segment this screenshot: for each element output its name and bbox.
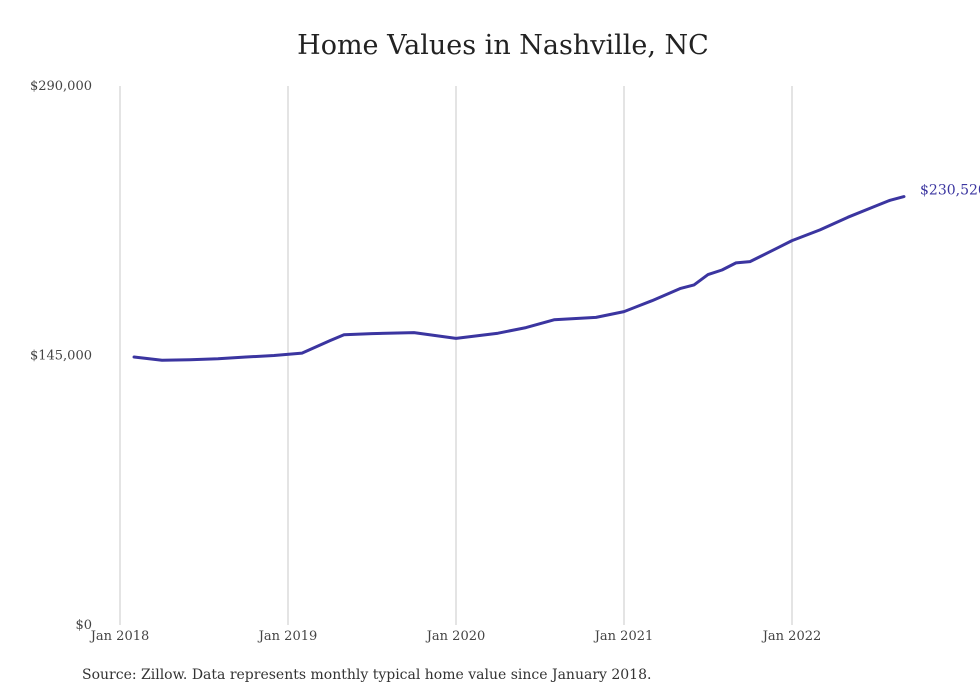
data-point [133, 355, 136, 358]
y-tick-label: $145,000 [30, 349, 92, 364]
x-axis: Jan 2018 Jan 2019 Jan 2020 Jan 2021 Jan 2022 [89, 629, 822, 644]
data-point [819, 228, 822, 231]
data-point [273, 354, 276, 357]
chart-title: Home Values in Nashville, NC [297, 30, 709, 61]
data-point [301, 352, 304, 355]
series-group: $230,520 [132, 183, 980, 362]
data-point [595, 316, 598, 319]
y-tick-label: $290,000 [30, 79, 92, 94]
y-tick-label: $0 [75, 618, 92, 633]
data-point [525, 326, 528, 329]
data-point [497, 332, 500, 335]
data-point [903, 195, 906, 198]
end-value-label: $230,520 [920, 183, 980, 199]
data-point [343, 333, 346, 336]
data-point [791, 239, 794, 242]
data-point [847, 216, 850, 219]
x-tick-label: Jan 2019 [257, 629, 318, 644]
data-point [735, 261, 738, 264]
data-point [329, 339, 332, 342]
data-point [651, 299, 654, 302]
y-axis: $0 $145,000 $290,000 [30, 79, 92, 633]
data-point [189, 358, 192, 361]
data-point [553, 318, 556, 321]
data-point [721, 269, 724, 272]
data-point [371, 332, 374, 335]
grid-lines [119, 86, 793, 625]
series-line [132, 195, 906, 362]
data-point [161, 359, 164, 362]
x-tick-label: Jan 2022 [761, 629, 822, 644]
data-point [217, 357, 220, 360]
data-point [693, 283, 696, 286]
x-tick-label: Jan 2020 [425, 629, 486, 644]
data-point [679, 287, 682, 290]
data-point [749, 260, 752, 263]
data-point [875, 204, 878, 207]
data-point [455, 337, 458, 340]
x-tick-label: Jan 2018 [89, 629, 150, 644]
source-note: Source: Zillow. Data represents monthly … [82, 667, 652, 683]
data-point [707, 273, 710, 276]
data-point [623, 310, 626, 313]
data-point [413, 331, 416, 334]
data-point [889, 199, 892, 202]
data-point [245, 355, 248, 358]
x-tick-label: Jan 2021 [593, 629, 654, 644]
data-point [777, 246, 780, 249]
